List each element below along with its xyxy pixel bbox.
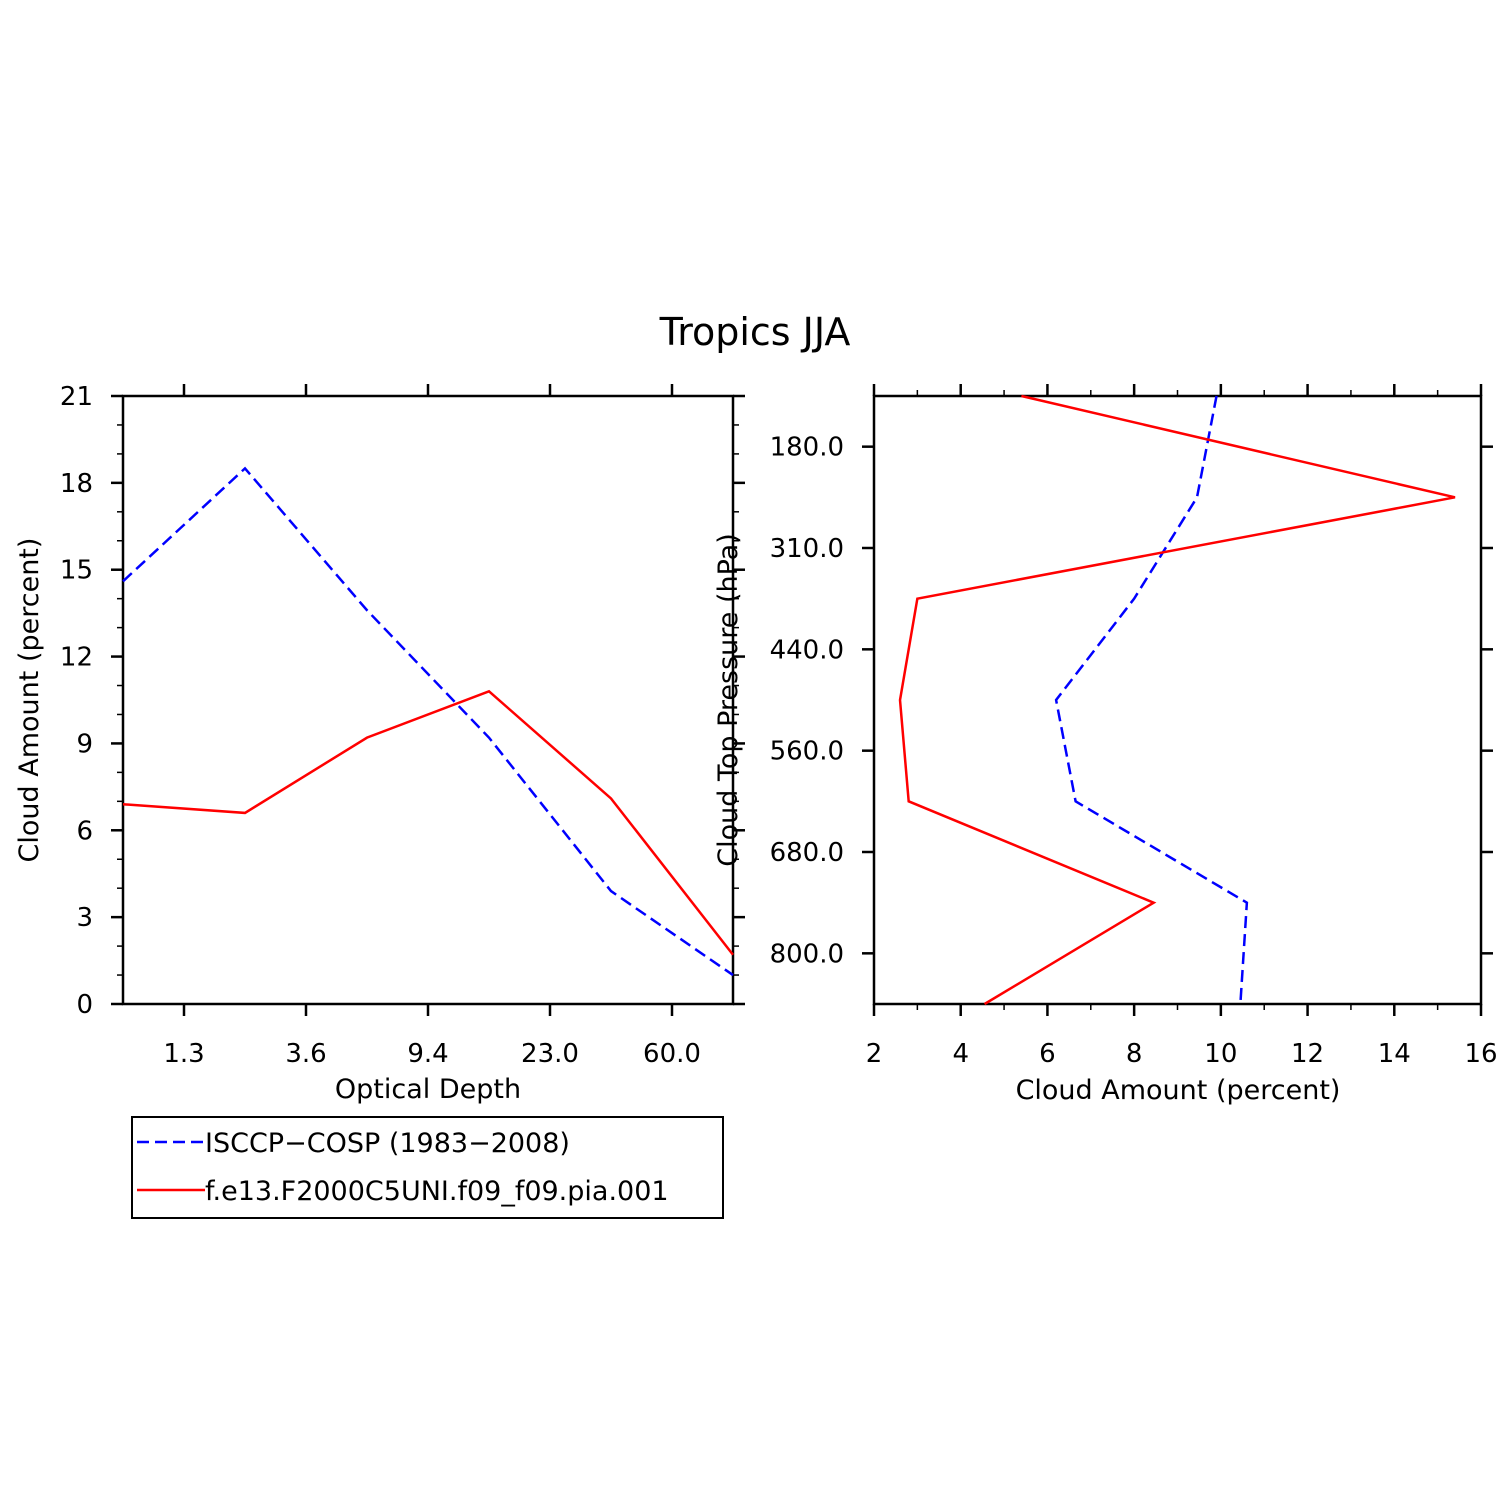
optical-depth-panel: 0 3 6 9 12 15 18 21 1.3 3.6 9.4 23.0 60.0 Optical De… xyxy=(14,382,745,1105)
right-series xyxy=(898,394,1456,1006)
left-series xyxy=(122,466,734,977)
left-ticks: 0 3 6 9 12 15 18 21 1.3 3.6 9.4 23.0 60.0 xyxy=(60,382,745,1069)
pressure-panel: 2 4 6 8 10 12 14 16 180.0 310.0 440.0 560.0 680.0 800… xyxy=(713,384,1498,1106)
left-y-tick-label: 12 xyxy=(60,643,93,673)
legend-model-label: f.e13.F2000C5UNI.f09_f09.pia.001 xyxy=(205,1176,669,1207)
right-x-tick-label: 6 xyxy=(1039,1039,1056,1069)
left-x-tick-label: 3.6 xyxy=(285,1039,326,1069)
left-series-line xyxy=(122,689,734,956)
right-x-tick-label: 8 xyxy=(1126,1039,1143,1069)
right-x-axis-label: Cloud Amount (percent) xyxy=(1016,1075,1341,1106)
right-x-tick-label: 2 xyxy=(866,1039,883,1069)
left-series-line xyxy=(122,466,734,977)
right-y-tick-label: 800.0 xyxy=(770,939,844,969)
right-y-tick-label: 560.0 xyxy=(770,737,844,767)
left-y-tick-label: 6 xyxy=(76,816,93,846)
right-ticks: 2 4 6 8 10 12 14 16 180.0 310.0 440.0 560.0 680.0 800… xyxy=(770,384,1498,1069)
left-x-tick-label: 23.0 xyxy=(521,1039,579,1069)
left-x-axis-label: Optical Depth xyxy=(335,1074,521,1105)
right-y-tick-label: 310.0 xyxy=(770,534,844,564)
legend: ISCCP−COSP (1983−2008) f.e13.F2000C5UNI.… xyxy=(131,1116,724,1219)
left-x-tick-label: 9.4 xyxy=(407,1039,448,1069)
right-x-tick-label: 16 xyxy=(1464,1039,1497,1069)
left-y-tick-label: 3 xyxy=(76,903,93,933)
right-y-axis-label: Cloud Top Pressure (hPa) xyxy=(713,533,744,867)
right-y-tick-label: 440.0 xyxy=(770,635,844,665)
right-y-tick-label: 180.0 xyxy=(770,433,844,463)
chart-title: Tropics JJA xyxy=(659,310,851,354)
left-y-axis-label: Cloud Amount (percent) xyxy=(14,538,45,863)
right-x-tick-label: 4 xyxy=(952,1039,969,1069)
legend-obs-label: ISCCP−COSP (1983−2008) xyxy=(205,1128,570,1159)
left-y-tick-label: 18 xyxy=(60,469,93,499)
right-x-tick-label: 14 xyxy=(1378,1039,1411,1069)
left-y-tick-label: 15 xyxy=(60,556,93,586)
right-y-tick-label: 680.0 xyxy=(770,838,844,868)
left-x-tick-label: 60.0 xyxy=(643,1039,701,1069)
left-x-tick-label: 1.3 xyxy=(163,1039,204,1069)
left-y-tick-label: 21 xyxy=(60,382,93,412)
right-x-tick-label: 12 xyxy=(1291,1039,1324,1069)
left-y-tick-label: 9 xyxy=(76,729,93,759)
right-x-tick-label: 10 xyxy=(1204,1039,1237,1069)
left-y-tick-label: 0 xyxy=(76,990,93,1020)
